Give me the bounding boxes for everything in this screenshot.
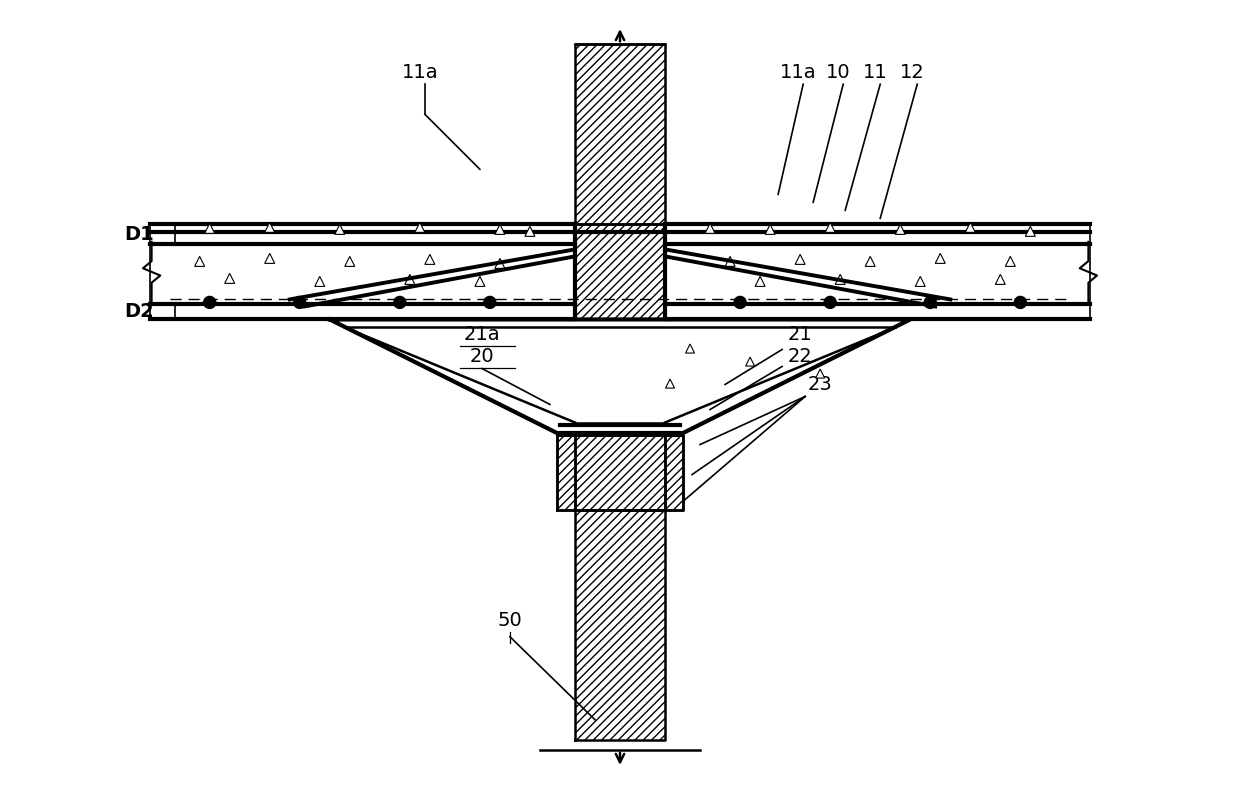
Circle shape	[203, 296, 216, 308]
Polygon shape	[895, 224, 905, 235]
Text: D2: D2	[125, 303, 155, 321]
Polygon shape	[795, 254, 805, 265]
Polygon shape	[816, 369, 825, 378]
Polygon shape	[525, 227, 534, 236]
Text: 50: 50	[497, 611, 522, 629]
Text: 11a: 11a	[402, 63, 438, 83]
Polygon shape	[686, 344, 694, 353]
Polygon shape	[1025, 227, 1035, 236]
Polygon shape	[725, 256, 735, 266]
Text: 23: 23	[807, 375, 832, 395]
Polygon shape	[205, 223, 215, 233]
Polygon shape	[345, 256, 355, 266]
Polygon shape	[935, 253, 945, 264]
Polygon shape	[404, 274, 415, 285]
Polygon shape	[825, 222, 836, 232]
Polygon shape	[996, 274, 1006, 285]
Circle shape	[1014, 296, 1027, 308]
Polygon shape	[755, 277, 765, 286]
Polygon shape	[264, 253, 275, 264]
Circle shape	[924, 296, 936, 308]
Text: 21: 21	[787, 325, 812, 345]
Polygon shape	[495, 258, 505, 269]
Text: 21a: 21a	[464, 325, 500, 345]
Polygon shape	[836, 274, 846, 285]
Polygon shape	[425, 254, 435, 265]
Polygon shape	[315, 277, 325, 286]
Text: 22: 22	[787, 348, 812, 366]
Polygon shape	[195, 256, 205, 266]
Text: 20: 20	[470, 348, 495, 366]
Circle shape	[484, 296, 496, 308]
Polygon shape	[666, 379, 675, 388]
Polygon shape	[706, 223, 715, 233]
Polygon shape	[330, 320, 910, 434]
Polygon shape	[264, 222, 275, 232]
Text: 11a: 11a	[780, 63, 816, 83]
Polygon shape	[665, 224, 1090, 320]
Polygon shape	[866, 256, 875, 266]
Polygon shape	[415, 222, 425, 232]
Text: 10: 10	[826, 63, 851, 83]
Circle shape	[294, 296, 306, 308]
Text: 12: 12	[900, 63, 925, 83]
Polygon shape	[915, 277, 925, 286]
Text: 11: 11	[863, 63, 888, 83]
Polygon shape	[557, 434, 683, 510]
Text: D1: D1	[125, 225, 155, 244]
Circle shape	[825, 296, 836, 308]
Polygon shape	[1006, 256, 1016, 266]
Polygon shape	[495, 224, 505, 235]
Polygon shape	[150, 224, 575, 320]
Polygon shape	[224, 273, 234, 283]
Circle shape	[734, 296, 746, 308]
Polygon shape	[965, 222, 976, 232]
Polygon shape	[475, 277, 485, 286]
Polygon shape	[745, 357, 755, 366]
Polygon shape	[765, 224, 775, 235]
Circle shape	[394, 296, 405, 308]
Polygon shape	[335, 224, 345, 235]
